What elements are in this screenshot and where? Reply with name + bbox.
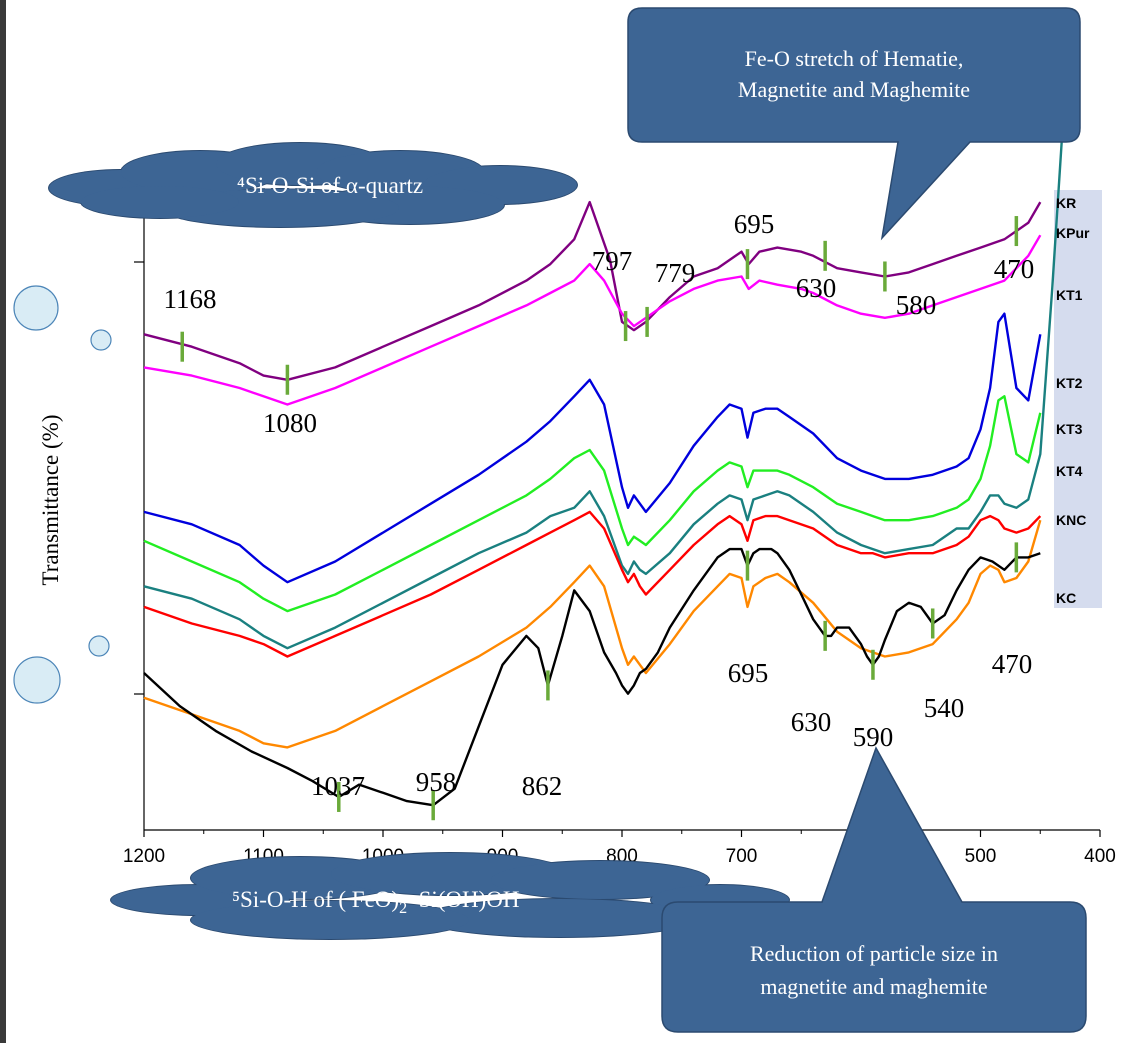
series-line-8 [143, 547, 1041, 807]
peak-label-630: 630 [791, 707, 832, 737]
peak-label-540: 540 [924, 693, 965, 723]
bubble-large-lower [13, 656, 61, 704]
peak-label-630: 630 [796, 273, 837, 303]
series-line-2 [143, 234, 1042, 406]
y-axis-label: Transmittance (%) [38, 415, 63, 586]
legend-panel [1054, 190, 1102, 608]
peak-label-1080: 1080 [263, 408, 317, 438]
series-group [143, 102, 1066, 807]
legend-item-kc: KC [1056, 590, 1076, 606]
series-line-7 [143, 519, 1042, 749]
legend-item-kt1: KT1 [1056, 287, 1083, 303]
particle-callout-line1: Reduction of particle size in [750, 941, 998, 966]
peak-label-797: 797 [592, 246, 633, 276]
peak-label-470: 470 [994, 254, 1035, 284]
left-edge-strip [0, 0, 6, 1043]
peak-labels: 1168 1080 797 779 695 630 580 470 1037 958 862 695 6… [164, 209, 1035, 801]
x-tick-label-700: 700 [726, 846, 758, 867]
feooh-cloud-callout: ⁵Si-O-H of ( FeO)2–Si(OH)OH [110, 852, 790, 940]
peak-label-779: 779 [655, 258, 696, 288]
x-ticks [143, 830, 1101, 837]
peak-label-470: 470 [992, 649, 1033, 679]
bubble-small-upper [90, 329, 112, 351]
peak-label-580: 580 [896, 290, 937, 320]
quartz-cloud-text: ⁴Si-O-Si of α-quartz [237, 173, 423, 198]
legend-item-kt4: KT4 [1056, 463, 1083, 479]
legend-item-kr: KR [1056, 195, 1076, 211]
peak-label-958: 958 [416, 767, 457, 797]
peak-label-695: 695 [728, 658, 769, 688]
peak-marks [180, 216, 1019, 821]
legend-item-knc: KNC [1056, 512, 1086, 528]
x-tick-label-400: 400 [1084, 846, 1116, 867]
legend-item-kpur: KPur [1056, 225, 1090, 241]
x-tick-label-500: 500 [965, 846, 997, 867]
fe-o-callout-line1: Fe-O stretch of Hematie, [745, 46, 964, 71]
quartz-cloud-callout: ⁴Si-O-Si of α-quartz [48, 142, 578, 228]
series-line-4 [143, 395, 1042, 613]
series-line-5 [143, 102, 1066, 650]
bubble-large-upper [13, 285, 59, 331]
series-line-1 [143, 200, 1042, 381]
feooh-cloud-text: ⁵Si-O-H of ( FeO)2–Si(OH)OH [232, 887, 520, 917]
peak-label-862: 862 [522, 771, 563, 801]
peak-label-1168: 1168 [164, 284, 217, 314]
legend-item-kt2: KT2 [1056, 375, 1083, 391]
peak-label-695: 695 [734, 209, 775, 239]
series-line-3 [143, 312, 1042, 584]
legend-item-kt3: KT3 [1056, 421, 1083, 437]
x-tick-label-1200: 1200 [123, 846, 165, 867]
fe-o-callout-line2: Magnetite and Maghemite [738, 77, 970, 102]
peak-label-590: 590 [853, 722, 894, 752]
legend: KR KPur KT1 KT2 KT3 KT4 KNC KC [1056, 195, 1090, 606]
series-line-6 [143, 510, 1042, 658]
fe-o-callout: Fe-O stretch of Hematie, Magnetite and M… [627, 7, 1081, 241]
particle-size-callout: Reduction of particle size in magnetite … [661, 746, 1087, 1033]
peak-label-1037: 1037 [311, 771, 365, 801]
bubble-small-lower [88, 635, 110, 657]
particle-callout-line2: magnetite and maghemite [760, 974, 987, 999]
